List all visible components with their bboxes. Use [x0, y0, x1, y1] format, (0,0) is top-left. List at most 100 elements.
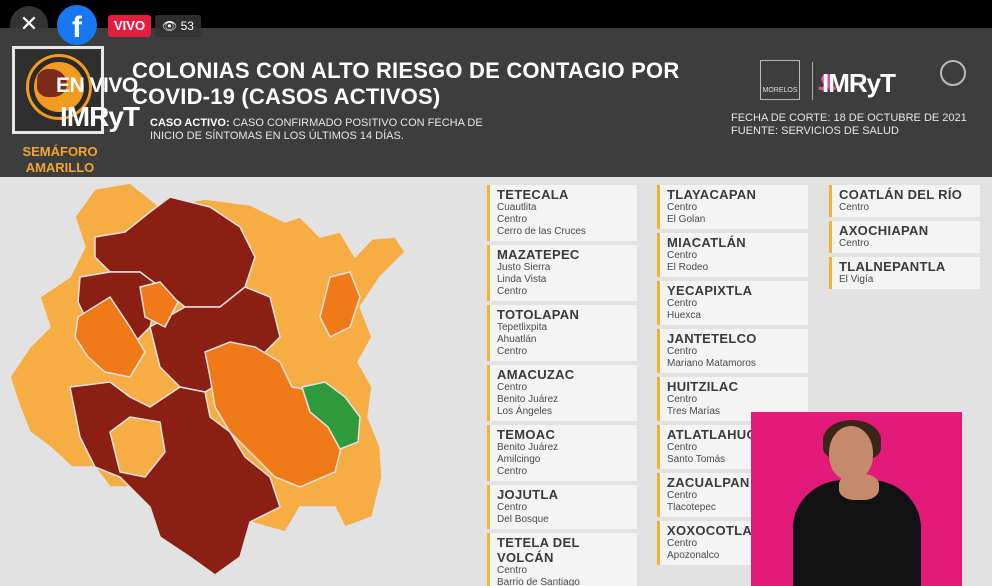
colonia-name: Amilcingo — [497, 454, 541, 465]
colonia-name: Linda Vista — [497, 274, 547, 285]
colonia-name: Centro — [667, 490, 698, 501]
en-vivo-overlay: EN VIVO — [56, 74, 138, 97]
municipality-name: COATLÁN DEL RÍO — [839, 187, 963, 202]
facebook-logo-icon[interactable]: f — [57, 5, 97, 45]
colonia-name: Centro — [667, 298, 698, 309]
colonia-name: Benito Juárez — [497, 394, 559, 405]
colonia-name: Centro — [497, 382, 528, 393]
cutoff-date: FECHA DE CORTE: 18 DE OCTUBRE DE 2021 — [731, 112, 967, 124]
data-source: FUENTE: SERVICIOS DE SALUD — [731, 125, 899, 137]
logo-divider — [812, 62, 813, 100]
emblem-icon — [940, 60, 966, 86]
municipality-card: TEMOAC Benito Juárez Amilcingo Centro — [487, 425, 637, 481]
colonia-name: Del Bosque — [497, 514, 549, 525]
definition-text: CASO ACTIVO: CASO CONFIRMADO POSITIVO CO… — [150, 117, 520, 143]
municipality-card: TLAYACAPAN Centro El Golan — [657, 185, 808, 229]
municipality-card: JANTETELCO Centro Mariano Matamoros — [657, 329, 808, 373]
colonia-name: Apozonalco — [667, 550, 720, 561]
municipality-name: TOTOLAPAN — [497, 307, 580, 322]
colonia-name: Barrio de Santiago — [497, 577, 580, 586]
municipality-column-3: COATLÁN DEL RÍO Centro AXOCHIAPAN Centro TLA… — [829, 185, 980, 293]
colonia-name: Centro — [667, 394, 698, 405]
municipality-card: AXOCHIAPAN Centro — [829, 221, 980, 253]
colonia-name: El Golan — [667, 214, 706, 225]
colonia-name: Tlacotepec — [667, 502, 716, 513]
municipality-name: ATLATLAHUCAN — [667, 427, 776, 442]
colonia-name: Cerro de las Cruces — [497, 226, 586, 237]
municipality-name: AMACUZAC — [497, 367, 575, 382]
definition-line1: CASO CONFIRMADO POSITIVO CON FECHA DE — [232, 117, 483, 129]
municipality-name: TEMOAC — [497, 427, 556, 442]
semaforo-label: SEMÁFORO AMARILLO — [10, 144, 110, 176]
municipality-name: AXOCHIAPAN — [839, 223, 929, 238]
colonia-name: El Vigía — [839, 274, 874, 285]
pink-ribbon-icon: ᴥ — [818, 64, 837, 97]
colonia-name: Tepetlixpita — [497, 322, 548, 333]
municipality-card: TETELA DEL VOLCÁN Centro Barrio de Santiag… — [487, 533, 637, 586]
municipality-column-1: TETECALA Cuautlita Centro Cerro de las Cruc… — [487, 185, 637, 586]
map-region-orange-northwest — [139, 281, 179, 329]
definition-term: CASO ACTIVO: — [150, 117, 230, 129]
source-info: FECHA DE CORTE: 18 DE OCTUBRE DE 2021 FU… — [731, 112, 967, 138]
colonia-name: El Rodeo — [667, 262, 709, 273]
municipality-card: COATLÁN DEL RÍO Centro — [829, 185, 980, 217]
map-region-green — [301, 381, 361, 450]
map-region-orange-west — [74, 295, 146, 378]
imryt-overlay-logo: IMRyT — [60, 101, 140, 132]
colonia-name: Cuautlita — [497, 202, 537, 213]
municipality-card: YECAPIXTLA Centro Huexca — [657, 281, 808, 325]
municipality-name: XOXOCOTLA — [667, 523, 753, 538]
sign-language-interpreter-video — [751, 412, 962, 586]
title-line2: COVID-19 (CASOS ACTIVOS) — [132, 84, 441, 109]
semaforo-badge — [12, 46, 104, 134]
morelos-logo: MORELOS — [760, 60, 800, 100]
viewer-count: 53 — [180, 19, 194, 33]
municipality-card: MAZATEPEC Justo Sierra Linda Vista Centro — [487, 245, 637, 301]
title-line1: COLONIAS CON ALTO RIESGO DE CONTAGIO POR — [132, 58, 680, 83]
definition-line2: INICIO DE SÍNTOMAS EN LOS ÚLTIMOS 14 DÍA… — [150, 130, 404, 142]
colonia-name: Justo Sierra — [497, 262, 551, 273]
municipality-name: JANTETELCO — [667, 331, 757, 346]
municipality-name: TLAYACAPAN — [667, 187, 757, 202]
municipality-name: ZACUALPAN — [667, 475, 750, 490]
colonia-name: Ahuatlán — [497, 334, 537, 345]
colonia-name: Santo Tomás — [667, 454, 726, 465]
morelos-risk-map — [9, 182, 406, 576]
colonia-name: Centro — [497, 214, 528, 225]
municipality-name: TETELA DEL VOLCÁN — [497, 535, 580, 565]
semaforo-line1: SEMÁFORO — [22, 144, 98, 159]
colonia-name: Centro — [667, 538, 698, 549]
colonia-name: Centro — [667, 346, 698, 357]
municipality-card: TETECALA Cuautlita Centro Cerro de las Cruc… — [487, 185, 637, 241]
imryt-logo: IMRyT — [822, 68, 896, 98]
close-icon[interactable]: ✕ — [10, 6, 48, 44]
colonia-name: Benito Juárez — [497, 442, 559, 453]
municipality-card: TOTOLAPAN Tepetlixpita Ahuatlán Centro — [487, 305, 637, 361]
slide-header: EN VIVO IMRyT SEMÁFORO AMARILLO COLONIAS… — [0, 28, 992, 177]
municipality-name: HUITZILAC — [667, 379, 739, 394]
colonia-name: Centro — [497, 466, 528, 477]
municipality-name: JOJUTLA — [497, 487, 559, 502]
semaforo-line2: AMARILLO — [25, 160, 95, 175]
municipality-card: AMACUZAC Centro Benito Juárez Los Ángeles — [487, 365, 637, 421]
colonia-name: Huexca — [667, 310, 701, 321]
colonia-name: Centro — [667, 442, 698, 453]
logo-group: MORELOS ᴥ IMRyT — [760, 60, 970, 115]
municipality-name: YECAPIXTLA — [667, 283, 753, 298]
viewer-count-badge: 👁 53 — [155, 15, 201, 37]
municipality-card: JOJUTLA Centro Del Bosque — [487, 485, 637, 529]
colonia-name: Centro — [839, 238, 870, 249]
colonia-name: Tres Marías — [667, 406, 720, 417]
colonia-name: Centro — [497, 565, 528, 576]
live-badge: VIVO — [108, 15, 152, 37]
colonia-name: Centro — [497, 286, 528, 297]
colonia-name: Centro — [667, 250, 698, 261]
municipality-name: MIACATLÁN — [667, 235, 746, 250]
interpreter-hands — [839, 474, 879, 500]
interpreter-head — [829, 426, 873, 480]
map-region-orange-east — [204, 341, 346, 488]
colonia-name: Los Ángeles — [497, 406, 553, 417]
eye-icon: 👁 — [162, 19, 178, 33]
municipality-card: MIACATLÁN Centro El Rodeo — [657, 233, 808, 277]
